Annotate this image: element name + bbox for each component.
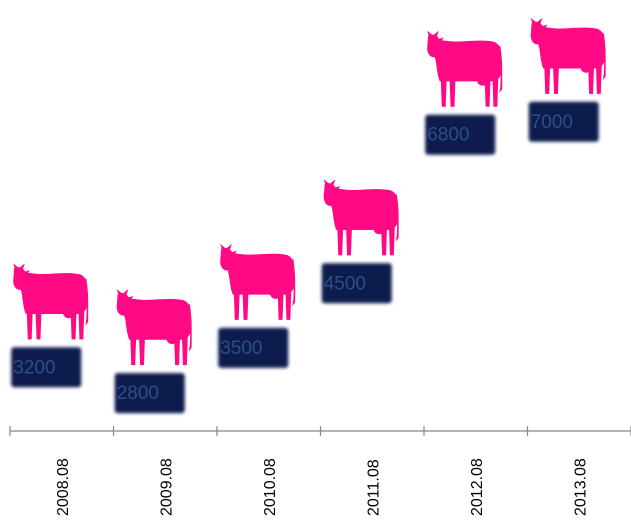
x-tick-label: 2008.08 bbox=[55, 458, 72, 516]
value-label-box bbox=[114, 373, 185, 414]
value-label-box bbox=[321, 263, 392, 304]
x-tick-label: 2009.08 bbox=[158, 458, 175, 516]
cow-icon bbox=[323, 179, 399, 256]
cow-icon bbox=[220, 243, 296, 320]
x-tick-label: 2011.08 bbox=[365, 459, 382, 516]
value-label-box bbox=[11, 347, 82, 388]
value-label-box bbox=[425, 114, 496, 155]
data-label: 4500 bbox=[324, 273, 366, 294]
data-label: 7000 bbox=[531, 112, 573, 133]
cow-icon bbox=[530, 17, 606, 94]
x-tick-label: 2012.08 bbox=[469, 458, 486, 516]
cow-icon bbox=[116, 289, 192, 366]
chart-marks: 3200 2800 3500 4500 6800 7000 bbox=[11, 17, 606, 414]
value-label-box bbox=[218, 327, 289, 368]
data-label: 3500 bbox=[220, 338, 262, 359]
data-label: 3200 bbox=[13, 357, 55, 378]
value-label-box bbox=[528, 101, 599, 142]
data-label: 2800 bbox=[117, 383, 159, 404]
cow-icon bbox=[13, 263, 89, 340]
x-tick-label: 2010.08 bbox=[262, 458, 279, 516]
data-label: 6800 bbox=[427, 125, 469, 146]
cow-icon bbox=[427, 30, 503, 107]
x-axis: 2008.08 2009.08 2010.08 2011.08 2012.08 2013.… bbox=[9, 426, 631, 516]
x-tick-label: 2013.08 bbox=[572, 458, 589, 516]
